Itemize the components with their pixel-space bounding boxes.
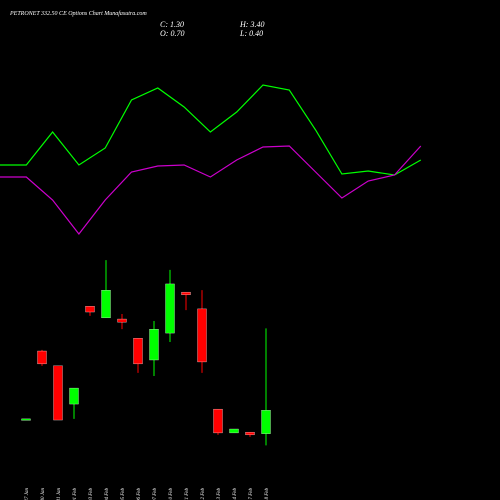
candle-body — [37, 350, 47, 365]
candle-body — [261, 410, 271, 434]
ohlc-label: O: 0.70 — [160, 29, 184, 38]
x-tick-label: 12 Feb — [201, 488, 206, 500]
x-tick-label: 27 Jan — [25, 488, 30, 500]
candle-body — [53, 365, 63, 421]
candle-body — [181, 291, 191, 296]
candle-body — [101, 290, 111, 319]
x-tick-label: 14 Feb — [233, 488, 238, 500]
candle-body — [165, 283, 175, 334]
candle-body — [197, 308, 207, 363]
candle-body — [213, 408, 223, 434]
x-tick-label: 13 Feb — [217, 488, 222, 500]
x-tick-label: 30 Jan — [41, 488, 46, 500]
candle-body — [69, 387, 79, 405]
x-tick-label: 31 Jan — [57, 488, 62, 500]
x-tick-label: 04 Feb — [105, 488, 110, 500]
ohlc-label: C: 1.30 — [160, 20, 184, 29]
ohlc-label: L: 0.40 — [239, 29, 263, 38]
indicator-line — [0, 84, 422, 176]
x-tick-label: 03 Feb — [89, 488, 94, 500]
candle-body — [133, 337, 143, 365]
x-tick-label: 17 Feb — [249, 488, 254, 500]
x-tick-label: 10 Feb — [169, 488, 174, 500]
x-tick-label: 07 Feb — [153, 488, 158, 500]
candle-body — [149, 329, 159, 361]
candle-body — [85, 306, 95, 313]
chart-title: PETRONET 332.50 CE Options Chart Munafas… — [9, 10, 147, 17]
candle-body — [229, 428, 239, 434]
x-tick-label: 18 Feb — [265, 488, 270, 500]
candle-body — [21, 418, 31, 421]
indicator-line — [0, 145, 422, 235]
x-tick-label: 05 Feb — [121, 488, 126, 500]
x-tick-label: 06 Feb — [137, 488, 142, 500]
candle-body — [245, 431, 255, 436]
x-tick-label: 11 Feb — [185, 488, 190, 500]
candle-body — [117, 318, 127, 323]
x-tick-label: 01 Feb — [73, 488, 78, 500]
ohlc-label: H: 3.40 — [239, 20, 264, 29]
